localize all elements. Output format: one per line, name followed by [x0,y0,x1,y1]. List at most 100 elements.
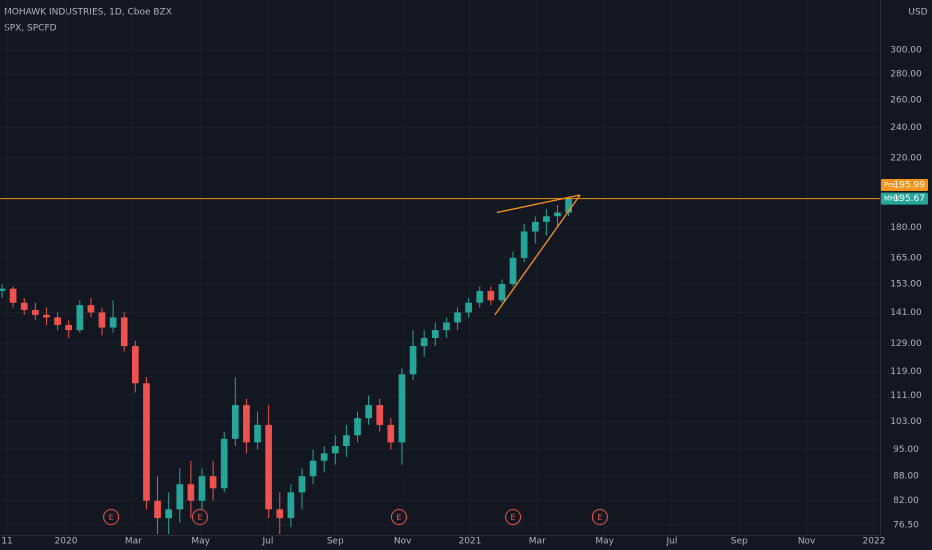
y-tick-label: 141.00 [890,308,922,318]
candle-body [331,445,339,454]
y-tick-label: 153.00 [890,280,922,290]
trendline [496,194,581,214]
price-tag [881,179,928,192]
y-tick-label: 260.00 [890,95,922,105]
currency-label: USD [908,8,927,18]
candle-body [0,288,6,291]
candle-body [298,476,306,493]
candle-body [231,405,239,439]
trendline [494,194,581,316]
candle-body [187,484,195,501]
y-tick-label: 111.00 [890,391,922,401]
earnings-label: E [396,513,401,522]
candle-body [209,476,217,489]
candle-body [32,309,39,315]
earnings-label: E [109,513,114,522]
price-tag [881,192,928,205]
candle-body [198,476,206,501]
candle-body [565,198,572,213]
y-tick-label: 82.00 [893,496,919,506]
earnings-label: E [511,513,516,522]
x-tick-label: Nov [394,537,412,547]
y-tick-label: 88.00 [893,472,919,482]
candle-body [309,460,317,477]
x-tick-label: Nov [798,537,816,547]
y-tick-label: 240.00 [890,123,922,133]
candle-body [454,312,461,323]
candle-body [287,492,295,519]
y-tick-label: 300.00 [890,46,922,56]
y-tick-label: 129.00 [890,339,922,349]
earnings-marker [103,509,120,525]
candle-body [176,484,184,510]
candle-body [420,338,428,347]
earnings-marker [191,509,208,525]
candle-body [320,453,328,461]
y-tick-label: 119.00 [890,367,922,377]
candle-body [509,257,517,285]
x-tick-label: 11 [1,537,12,547]
candle-body [143,383,150,501]
price-tag-label: MHK [884,195,900,203]
candle-body [132,346,139,384]
candle-body [265,424,272,510]
y-tick-label: 95.00 [893,445,919,455]
candle-body [43,314,50,318]
price-tag-label: Pre [884,181,895,189]
candle-body [98,312,106,328]
candle-body [498,284,506,301]
x-tick-label: Jul [666,537,678,547]
candle-body [376,405,384,425]
candle-body [487,290,495,301]
y-tick-label: 280.00 [890,70,922,80]
x-tick-label: May [595,537,614,547]
candle-body [443,322,450,331]
candle-body [9,288,17,303]
candle-body [465,302,472,313]
y-tick-label: 180.00 [890,223,922,233]
candle-body [343,435,350,446]
x-tick-label: 2022 [862,537,885,547]
chart-title: MOHAWK INDUSTRIES, 1D, Cboe BZX [4,8,172,18]
candle-body [398,374,406,443]
price-tag-value: 195.99 [894,181,926,191]
candle-body [220,438,228,489]
candle-body [520,231,528,258]
x-tick-label: Jul [262,537,274,547]
candle-body [476,290,484,303]
price-tag-value: 195.67 [894,194,926,204]
candle-body [254,424,261,443]
candle-body [76,305,84,331]
candle-body [531,221,539,232]
y-tick-label: 220.00 [890,153,922,163]
y-tick-label: 103.00 [890,417,922,427]
x-tick-label: 2020 [55,537,78,547]
candle-body [387,424,395,443]
candle-body [54,317,61,325]
candle-body [120,317,128,347]
earnings-label: E [197,513,202,522]
candle-body [554,212,561,217]
y-tick-label: 165.00 [890,253,922,263]
candle-body [87,305,95,313]
candle-body [409,346,417,375]
y-tick-label: 76.50 [893,520,919,530]
candle-body [165,509,172,519]
x-tick-label: Sep [327,537,344,547]
candle-body [354,418,361,436]
earnings-marker [591,509,608,525]
candle-body [65,324,73,331]
earnings-label: E [597,513,602,522]
x-tick-label: May [191,537,210,547]
chart-subtitle: SPX, SPCFD [4,24,57,34]
earnings-marker [390,509,407,525]
candle-body [276,509,284,519]
candle-body [543,216,550,222]
candle-body [109,317,117,328]
x-tick-label: Sep [731,537,748,547]
x-tick-label: Mar [529,537,546,547]
earnings-marker [505,509,522,525]
candle-body [154,500,161,519]
